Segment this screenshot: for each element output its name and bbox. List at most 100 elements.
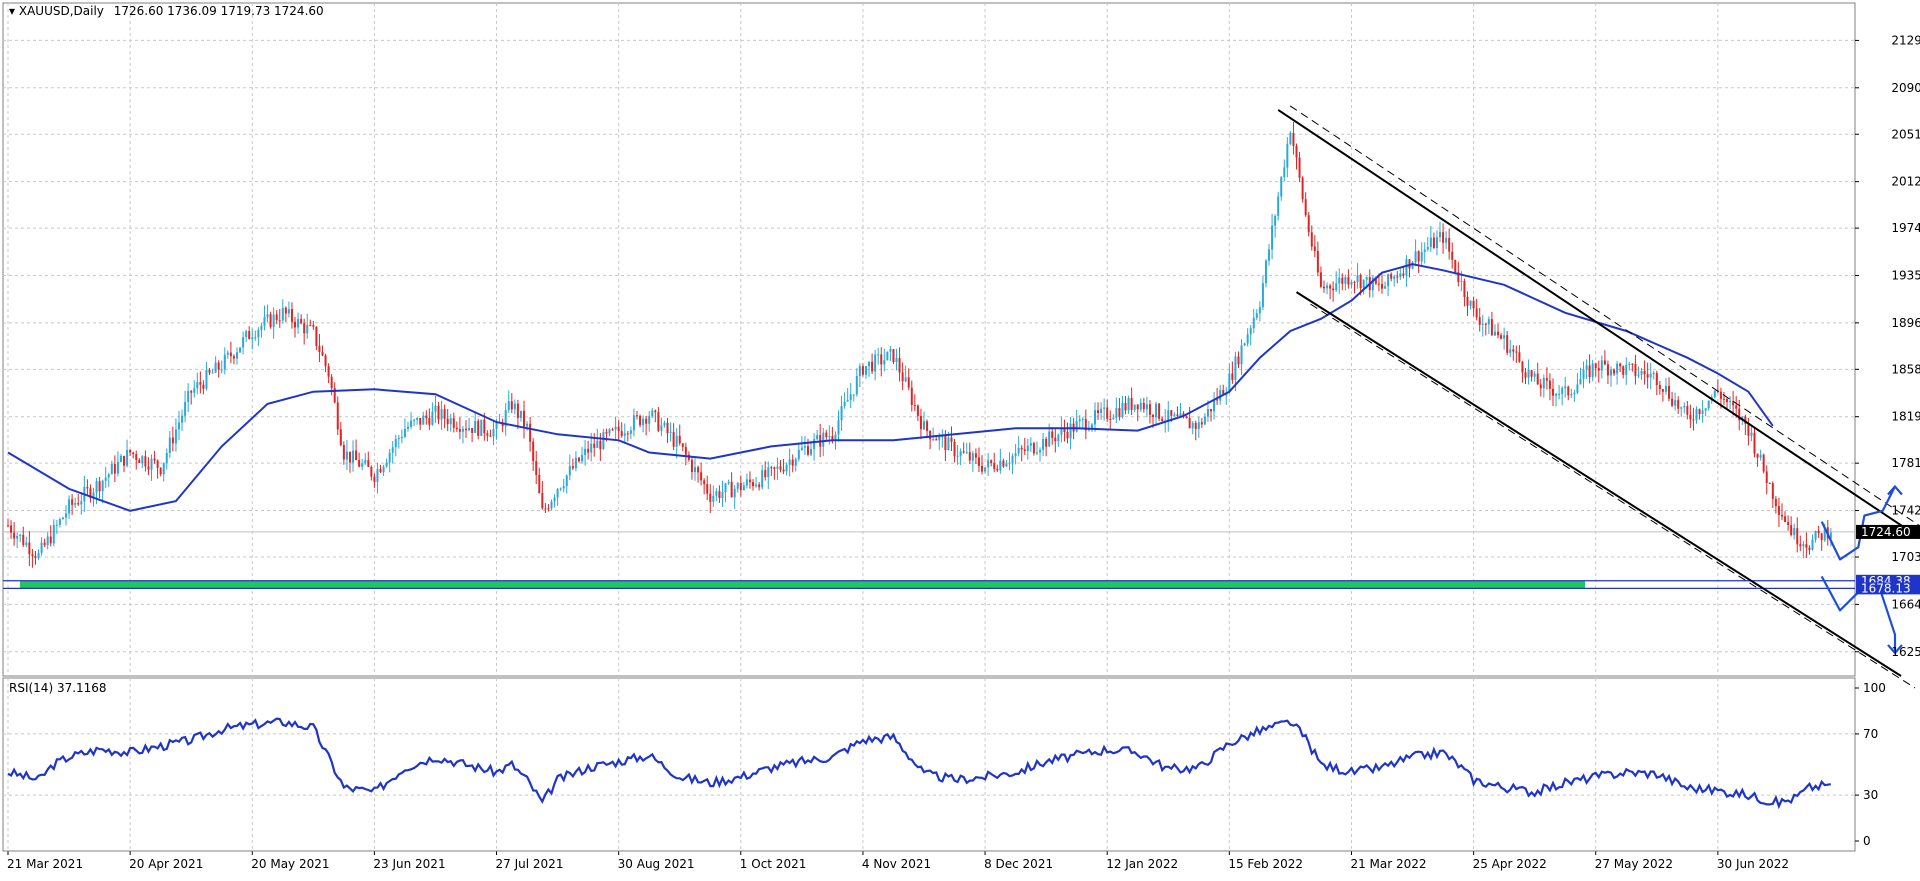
candle-down [1295,145,1298,158]
candle-up [694,467,696,472]
candle-up [1371,277,1374,291]
candle-down [324,355,327,367]
candle-down [1063,428,1066,432]
candle-up [449,418,452,425]
candle-up [410,420,413,427]
rsi-panel[interactable]: RSI(14) 37.1168 [2,677,1856,852]
candle-down [1780,514,1783,517]
candle-up [406,426,409,429]
candle-up [239,347,242,353]
candle-up [803,446,806,448]
candle-down [529,423,532,442]
candle-up [1017,447,1020,454]
candle-down [1796,528,1799,545]
candle-down [336,402,339,430]
candle-down [779,466,782,470]
candle-up [984,467,987,472]
candle-up [1652,373,1655,375]
candle-down [428,418,431,425]
candle-down [773,467,776,469]
candle-down [1448,237,1451,252]
candle-up [1811,539,1814,550]
candle-down [1606,364,1609,376]
candle-down [86,487,89,489]
level-price-tag [1856,582,1920,595]
candle-down [284,307,287,314]
candle-up [165,453,168,463]
candle-up [1384,286,1387,289]
candle-down [1136,404,1139,410]
candle-down [544,508,547,510]
arrow-down-icon [1887,644,1903,655]
candle-up [46,536,49,546]
candle-up [761,470,764,488]
candle-up [1393,276,1396,279]
candle-down [269,314,272,328]
candle-down [1045,439,1048,447]
candle-up [1570,394,1573,396]
candle-down [861,366,864,375]
candle-up [1558,393,1561,395]
candle-down [703,480,706,485]
candle-up [889,349,892,352]
candle-up [391,447,394,453]
candle-down [419,417,422,425]
candle-up [574,457,577,469]
candle-down [1671,398,1674,406]
price-panel[interactable]: ▾ XAUUSD,Daily 1726.60 1736.09 1719.73 1… [2,2,1920,689]
descending-channel [1277,105,1920,689]
candle-down [1032,443,1035,454]
time-tick-label: 20 May 2021 [251,857,329,871]
candle-up [1680,407,1683,409]
price-tick-label: 1935.70 [1891,268,1920,282]
candle-down [71,499,74,505]
candle-down [1661,389,1664,392]
time-axis: 21 Mar 2021 20 Apr 2021 20 May 2021 23 Jun … [3,850,1855,871]
candle-down [1161,418,1164,422]
candle-down [1298,157,1301,178]
candle-up [1426,247,1429,250]
candle-down [1655,373,1658,385]
candle-down [1805,544,1808,548]
candle-down [626,433,629,435]
candle-down [1442,232,1445,243]
candle-up [1005,463,1008,467]
candle-down [199,382,202,385]
candle-down [639,415,642,426]
ohlc-label: 1726.60 1736.09 1719.73 1724.60 [114,4,324,18]
candle-down [98,481,101,492]
candle-up [52,524,55,544]
candle-down [990,460,993,464]
candle-up [828,436,831,438]
candle-down [1799,544,1802,547]
time-tick-label: 30 Jun 2022 [1717,857,1789,871]
candle-up [400,436,403,439]
rsi-tick-label: 100 [1863,681,1886,695]
candle-up [1173,414,1176,416]
candle-up [1219,390,1222,401]
candle-up [556,489,559,498]
price-tick-label: 1896.70 [1891,316,1920,330]
candle-up [1042,439,1045,450]
candle-up [25,542,28,546]
candle-down [510,401,513,410]
candle-down [1524,372,1527,378]
candle-down [1689,414,1692,420]
candle-down [919,415,922,430]
candle-up [95,481,98,493]
candle-down [1106,407,1109,419]
candle-down [1124,402,1127,411]
candle-down [1677,400,1680,409]
candle-up [242,337,245,348]
candle-up [526,423,529,427]
price-tick-label: 2051.95 [1891,127,1920,141]
candle-down [49,536,52,544]
candle-down [1463,280,1466,297]
candle-up [1121,402,1124,417]
candle-up [1493,331,1496,336]
candle-up [397,438,400,440]
candle-up [352,450,355,463]
candle-down [452,418,455,428]
candle-up [1280,177,1283,197]
candle-down [571,466,574,469]
